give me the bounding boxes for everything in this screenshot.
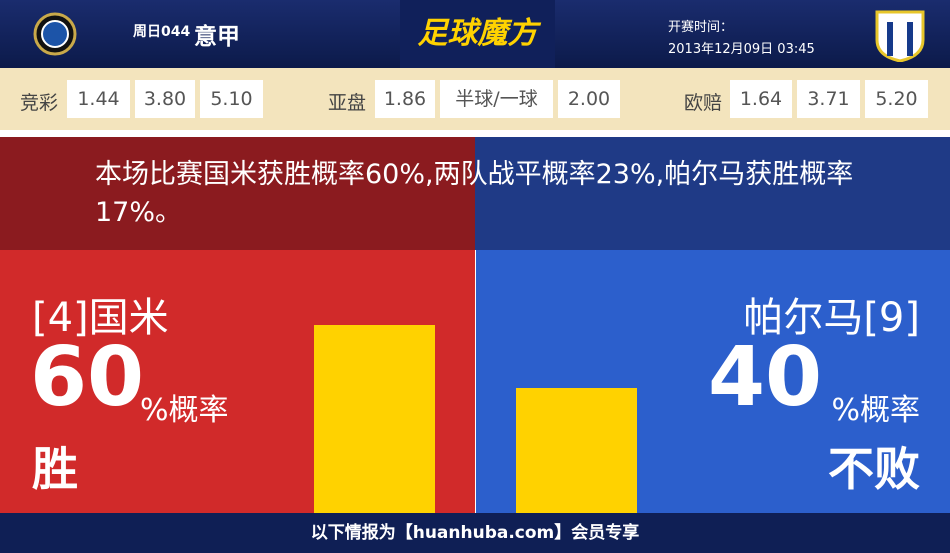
- outcome: 不败: [828, 442, 920, 496]
- outcome: 胜: [32, 442, 78, 496]
- bar: [314, 325, 435, 513]
- odds-value: 5.20: [865, 80, 928, 118]
- odds-value: 3.80: [135, 80, 195, 118]
- team-name: [4]国米: [32, 295, 169, 341]
- inter-logo: [33, 12, 77, 56]
- odds-label: 欧赔: [684, 92, 723, 114]
- odds-value: 1.64: [730, 80, 792, 118]
- team-name: 帕尔马[9]: [743, 295, 920, 341]
- percent-suffix: %概率: [831, 393, 920, 428]
- odds-value: 5.10: [200, 80, 263, 118]
- odds-value: 1.44: [67, 80, 130, 118]
- odds-label: 亚盘: [328, 92, 367, 114]
- odds-value: 3.71: [797, 80, 860, 118]
- header: 周日044 意甲 足球魔方 开赛时间： 2013年12月09日 03:45: [0, 0, 950, 68]
- footer: 以下情报为【huanhuba.com】会员专享: [0, 513, 950, 553]
- parma-logo: [875, 10, 925, 62]
- league: 意甲: [194, 24, 240, 50]
- odds-value: 半球/一球: [440, 80, 553, 118]
- summary-left: [0, 137, 475, 250]
- percent-suffix: %概率: [140, 393, 229, 428]
- percent: 40: [708, 330, 823, 425]
- percent: 60: [30, 330, 145, 425]
- kickoff-label: 开赛时间：: [668, 20, 734, 35]
- bar: [516, 387, 637, 513]
- odds-label: 竞彩: [20, 92, 59, 114]
- brand: 足球魔方: [400, 0, 555, 68]
- odds-value: 1.86: [375, 80, 435, 118]
- summary-right: [475, 137, 950, 250]
- match-no: 周日044: [133, 24, 191, 40]
- kickoff-time: 2013年12月09日 03:45: [668, 42, 815, 57]
- summary: 本场比赛国米获胜概率60%,两队战平概率23%,帕尔马获胜概率17%。: [95, 159, 854, 228]
- odds-value: 2.00: [558, 80, 620, 118]
